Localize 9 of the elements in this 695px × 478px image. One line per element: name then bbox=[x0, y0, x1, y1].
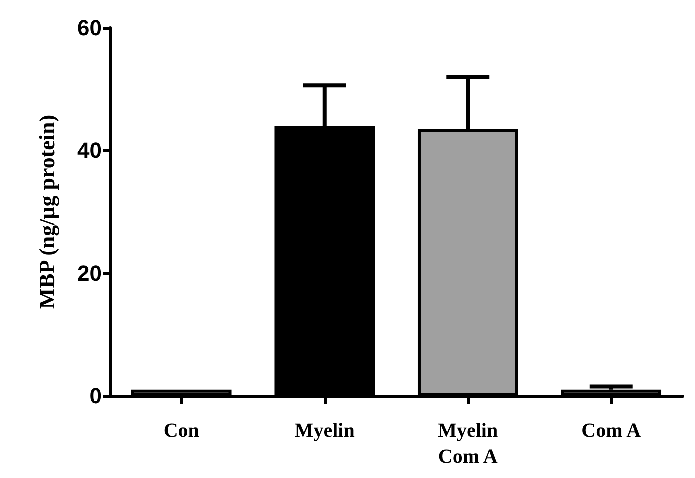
y-tick-label: 60 bbox=[78, 16, 102, 40]
y-tick-label: 20 bbox=[78, 260, 102, 286]
y-tick-label: 0 bbox=[90, 384, 102, 408]
x-tick-label: Myelin bbox=[294, 420, 355, 442]
y-tick-label: 40 bbox=[78, 138, 102, 164]
x-tick-label: Con bbox=[164, 420, 200, 442]
x-tick-label: Com A bbox=[582, 420, 642, 442]
x-tick-label: Myelin Com A bbox=[438, 420, 498, 468]
y-axis-title: MBP (ng/μg protein) bbox=[34, 114, 60, 310]
